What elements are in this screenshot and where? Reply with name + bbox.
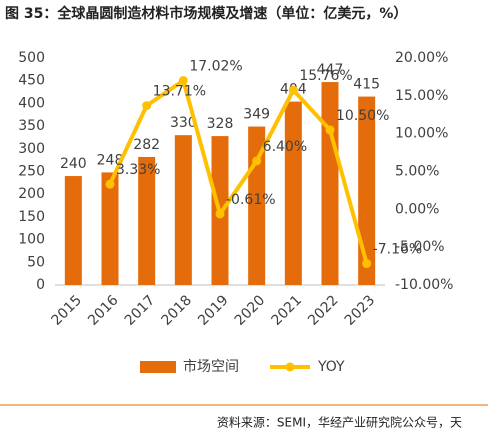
bar-value-label: 349 <box>243 107 270 123</box>
y-tick-label: 450 <box>18 73 45 89</box>
y-tick-label: 0 <box>36 277 45 293</box>
y2-tick-label: 5.00% <box>395 164 439 180</box>
y-tick-label: 50 <box>27 254 45 270</box>
x-tick-label: 2018 <box>158 292 195 329</box>
y-tick-label: 300 <box>18 141 45 157</box>
x-tick-label: 2023 <box>342 292 379 329</box>
bar <box>174 135 192 285</box>
line-value-label: -7.16% <box>373 242 423 258</box>
bar-value-label: 240 <box>60 156 87 172</box>
x-tick-label: 2019 <box>195 292 232 329</box>
x-tick-label: 2015 <box>48 292 85 329</box>
legend-swatch <box>140 361 176 373</box>
x-tick-label: 2020 <box>232 292 269 329</box>
bar <box>64 176 82 285</box>
line-value-label: 17.02% <box>189 59 242 75</box>
y-tick-label: 150 <box>18 209 45 225</box>
source-note: 资料来源：SEMI，华经产业研究院公众号，天 <box>217 415 462 430</box>
y2-tick-label: 10.00% <box>395 126 448 142</box>
line-marker <box>362 259 372 269</box>
x-tick-label: 2016 <box>85 292 122 329</box>
y2-tick-label: 15.00% <box>395 88 448 104</box>
bar-value-label: 415 <box>353 77 380 93</box>
bar <box>138 156 156 285</box>
line-value-label: 10.50% <box>336 108 389 124</box>
line-marker <box>288 85 298 95</box>
y2-tick-label: -5.00% <box>395 239 445 255</box>
line-value-label: 13.71% <box>153 84 206 100</box>
x-tick-label: 2017 <box>122 292 159 329</box>
line-value-label: 3.33% <box>116 162 160 178</box>
bar-value-label: 330 <box>170 115 197 131</box>
bar-value-label: 282 <box>133 137 160 153</box>
legend-label: 市场空间 <box>183 358 239 375</box>
y2-tick-label: 0.00% <box>395 201 439 217</box>
legend-swatch <box>285 362 295 372</box>
line-value-label: -0.61% <box>226 192 276 208</box>
y-tick-label: 400 <box>18 95 45 111</box>
line-marker <box>325 125 335 135</box>
legend-label: YOY <box>317 359 345 375</box>
bar <box>284 101 302 285</box>
y-tick-label: 350 <box>18 118 45 134</box>
line-marker <box>105 179 115 189</box>
bar-value-label: 328 <box>207 116 234 132</box>
line-marker <box>178 76 188 86</box>
line-marker <box>252 156 262 166</box>
y2-tick-label: 20.00% <box>395 50 448 66</box>
bar <box>101 172 119 285</box>
y-tick-label: 500 <box>18 50 45 66</box>
y-tick-label: 200 <box>18 186 45 202</box>
chart-title: 图 35：全球晶圆制造材料市场规模及增速（单位：亿美元，%） <box>5 5 407 22</box>
line-marker <box>142 101 152 111</box>
line-value-label: 15.76% <box>299 68 352 84</box>
x-tick-label: 2022 <box>305 292 342 329</box>
line <box>108 78 369 265</box>
line-marker <box>215 209 225 219</box>
bar-value-label: 248 <box>97 152 124 168</box>
y-tick-label: 100 <box>18 232 45 248</box>
bar <box>358 96 376 285</box>
bar <box>321 82 339 285</box>
y2-tick-label: -10.00% <box>395 277 453 293</box>
bar-value-label: 447 <box>317 62 344 78</box>
x-tick-label: 2021 <box>268 292 305 329</box>
y-tick-label: 250 <box>18 164 45 180</box>
line-value-label: 6.40% <box>263 139 307 155</box>
